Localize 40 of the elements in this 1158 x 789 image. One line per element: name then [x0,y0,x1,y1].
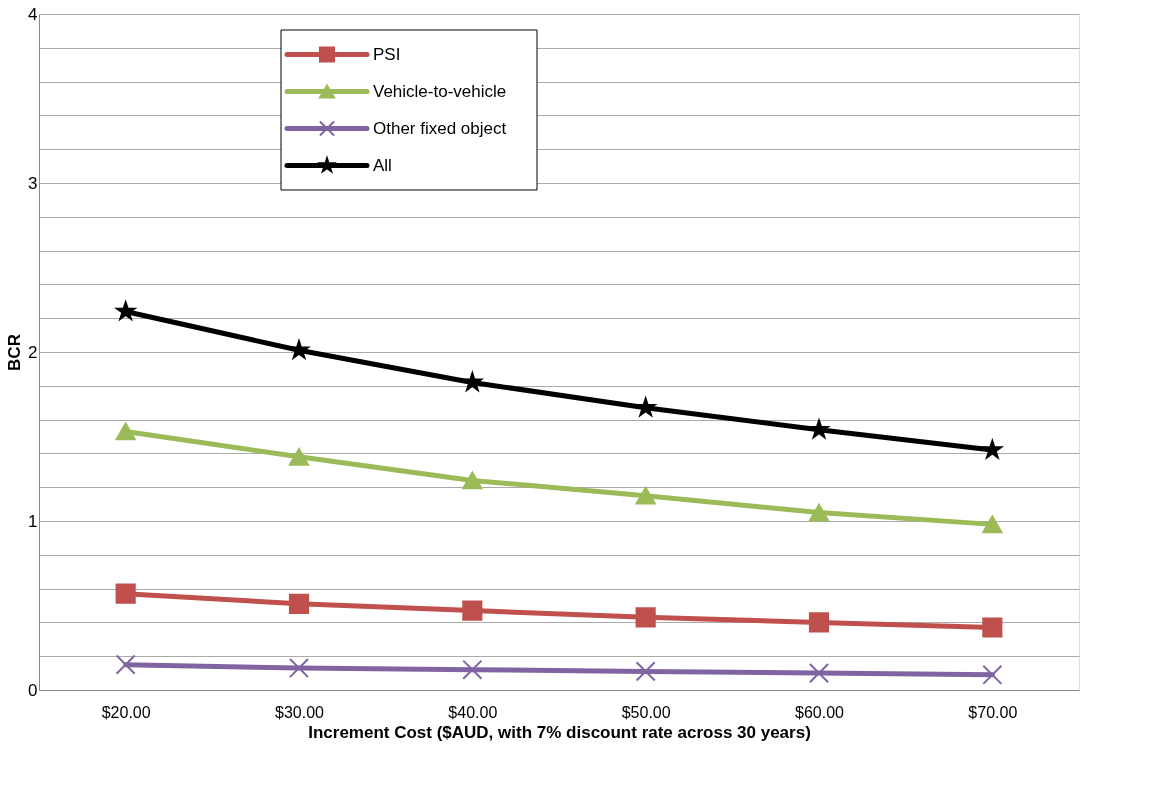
x-tick-label: $70.00 [968,703,1018,721]
y-tick-label: 3 [28,173,38,193]
point [808,612,830,633]
point [115,654,136,675]
x-axis-title: Increment Cost ($AUD, with 7% discount rate across 30 years) [308,722,811,742]
x-tick-label: $40.00 [448,703,498,721]
y-axis-title: BCR [5,334,25,371]
point [462,372,482,391]
x-tick-label: $20.00 [101,703,151,721]
point [288,447,310,466]
legend-label: Other fixed object [373,118,507,138]
point [982,617,1003,638]
point [115,583,136,604]
x-tick-label: $50.00 [621,703,671,721]
point [982,664,1003,685]
y-tick-label: 1 [28,511,38,531]
legend-label: PSI [373,44,401,64]
point [289,340,309,359]
point [809,417,831,440]
point [635,607,656,628]
point [982,515,1003,534]
point [288,657,310,679]
point [635,661,656,682]
point [288,593,310,614]
legend-label: All [373,155,392,175]
point [982,439,1002,459]
point [115,422,136,441]
point [808,503,830,522]
legend-label: Vehicle-to-vehicle [373,81,507,101]
point [636,395,658,418]
point [808,663,830,684]
y-tick-label: 4 [28,4,38,24]
x-tick-label: $30.00 [275,703,325,721]
point [462,600,483,621]
point [462,659,483,680]
y-tick-label: 2 [28,342,38,362]
x-tick-label: $60.00 [795,703,845,721]
y-tick-label: 0 [28,680,38,700]
point [635,486,656,505]
point [462,471,483,490]
